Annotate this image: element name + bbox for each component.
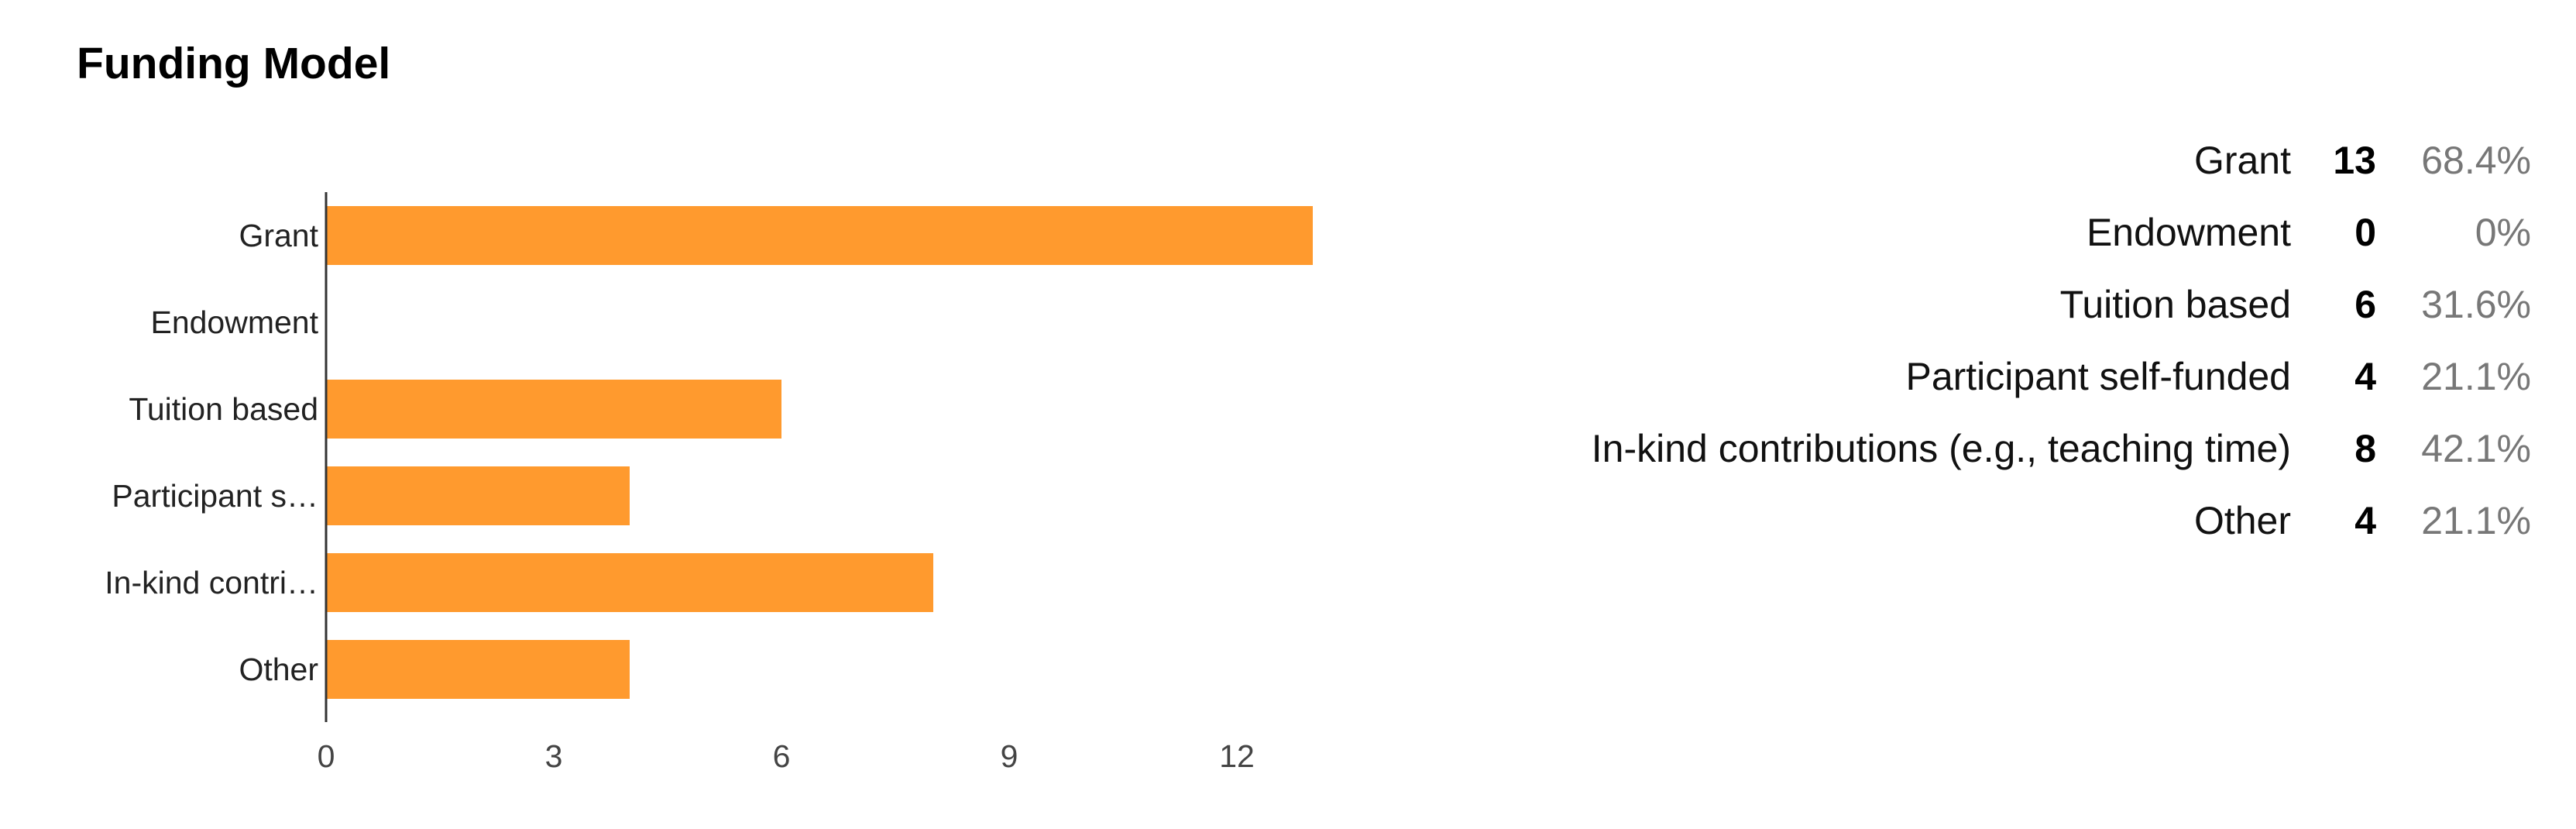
summary-count: 4 [2354,354,2376,398]
x-tick-label: 3 [545,738,563,774]
category-label: In-kind contri… [105,565,318,600]
summary-percent: 42.1% [2421,426,2531,470]
bar-4 [326,553,933,612]
summary-label: Tuition based [2059,282,2291,326]
category-label: Endowment [150,304,318,340]
summary-percent: 0% [2475,210,2531,254]
summary-percent: 31.6% [2421,282,2531,326]
chart-title: Funding Model [77,39,391,88]
bar-chart: Grant Endowment Tuition based Participant s… [105,192,1313,774]
summary-label: Other [2193,498,2291,542]
summary-label: Endowment [2086,210,2291,254]
summary-percent: 21.1% [2421,354,2531,398]
summary-percent: 21.1% [2421,498,2531,542]
summary-row: Grant 13 68.4% [1592,124,2531,196]
x-tick-label: 9 [1001,738,1018,774]
category-label: Tuition based [129,391,318,427]
summary-table: Grant 13 68.4% Endowment 0 0% Tuition based 6 31… [1592,124,2531,556]
x-tick-label: 6 [773,738,791,774]
summary-row: Endowment 0 0% [1592,196,2531,268]
x-tick-label: 12 [1219,738,1255,774]
summary-percent: 68.4% [2421,138,2531,182]
summary-count: 6 [2354,282,2376,326]
summary-count: 4 [2354,498,2376,542]
summary-count: 0 [2354,210,2376,254]
summary-row: Participant self-funded 4 21.1% [1592,340,2531,412]
summary-row: In-kind contributions (e.g., teaching ti… [1592,412,2531,484]
summary-count: 13 [2333,138,2376,182]
bar-3 [326,466,630,525]
summary-label: In-kind contributions (e.g., teaching ti… [1591,426,2291,470]
category-label: Other [239,652,318,687]
bar-0 [326,206,1313,265]
bar-2 [326,380,781,439]
category-label: Grant [239,218,318,253]
summary-label: Grant [2193,138,2291,182]
category-label: Participant s… [112,478,318,514]
summary-row: Other 4 21.1% [1592,484,2531,556]
summary-label: Participant self-funded [1905,354,2291,398]
x-tick-label: 0 [318,738,335,774]
summary-count: 8 [2354,426,2376,470]
summary-row: Tuition based 6 31.6% [1592,268,2531,340]
bar-5 [326,640,630,699]
